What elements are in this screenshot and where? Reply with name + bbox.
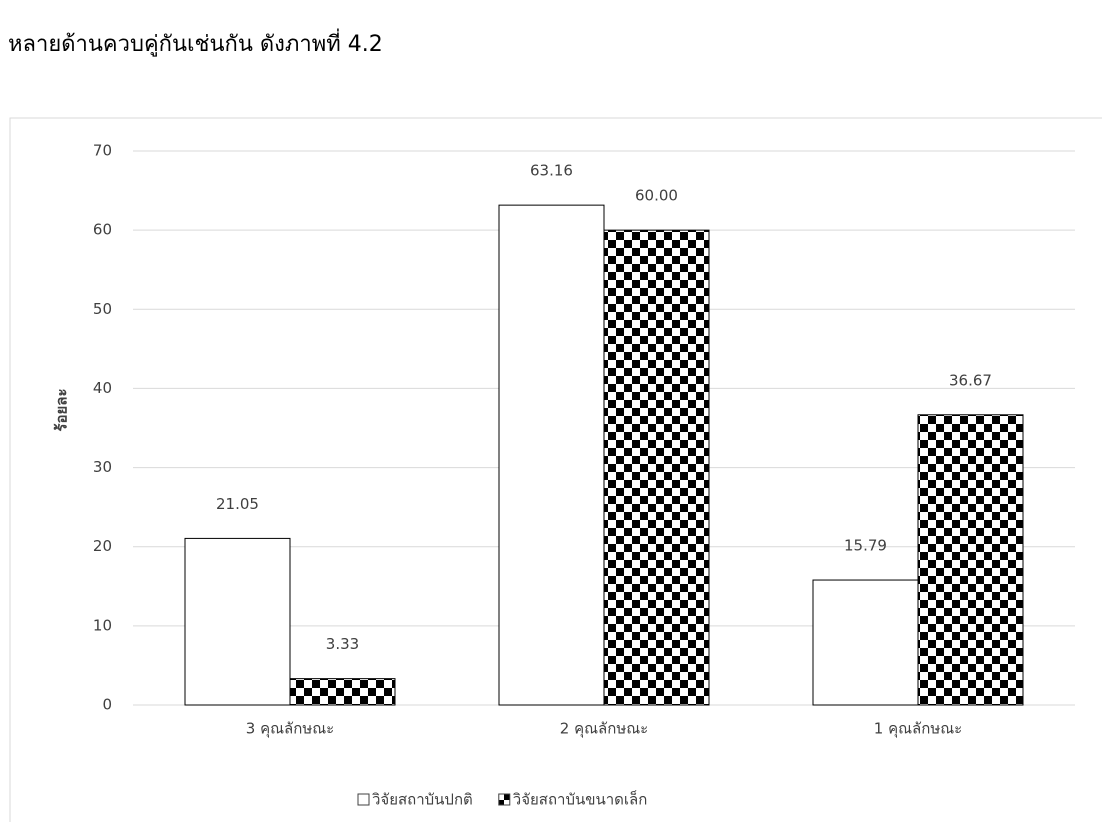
legend-swatch [498,793,511,806]
bar [184,537,291,706]
bar [812,579,919,706]
value-label: 15.79 [844,537,887,555]
y-tick-label: 20 [93,537,112,555]
y-tick-label: 0 [102,696,112,714]
chart-frame [9,117,1102,822]
lead-text: หลายด้านควบคู่กันเช่นกัน ดังภาพที่ 4.2 [8,32,383,57]
y-tick-label: 40 [93,379,112,397]
value-label: 21.05 [216,495,259,513]
y-tick-label: 70 [93,142,112,160]
legend-label: วิจัยสถาบันขนาดเล็ก [512,790,647,809]
x-tick-label: 2 คุณลักษณะ [560,720,648,739]
bar [603,229,710,706]
x-tick-label: 1 คุณลักษณะ [874,720,962,739]
value-label: 63.16 [530,162,573,180]
value-label: 36.67 [949,371,992,389]
y-tick-label: 60 [93,221,112,239]
value-label: 3.33 [326,635,359,653]
value-label: 60.00 [635,187,678,205]
bar [498,204,605,706]
y-tick-label: 10 [93,616,112,634]
legend-swatch [357,793,370,806]
legend-label: วิจัยสถาบันปกติ [371,791,472,809]
bar [917,414,1024,706]
bar [289,678,396,706]
y-axis-label: ร้อยละ [53,388,71,431]
y-tick-label: 30 [93,458,112,476]
x-tick-label: 3 คุณลักษณะ [246,720,334,739]
y-tick-label: 50 [93,300,112,318]
